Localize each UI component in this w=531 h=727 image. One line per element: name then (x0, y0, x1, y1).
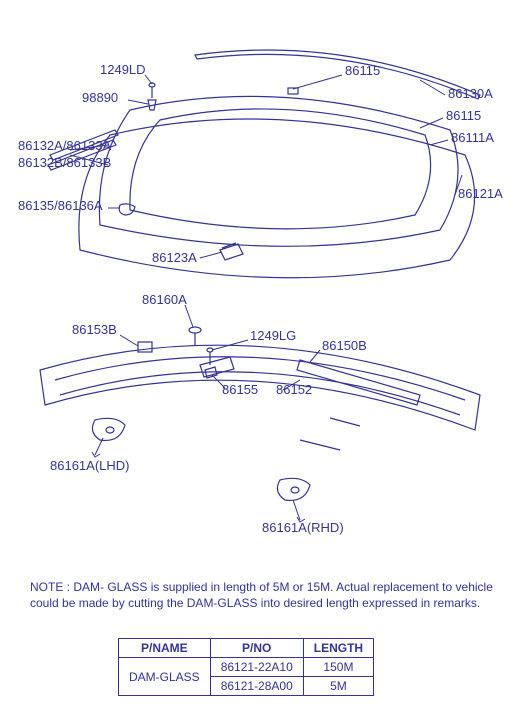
td-length: 150M (303, 658, 373, 677)
part-86160a (189, 327, 201, 333)
label-86130a: 86130A (448, 86, 493, 101)
td-pno: 86121-28A00 (210, 677, 303, 696)
part-86135 (119, 204, 135, 215)
parts-table: P/NAME P/NO LENGTH DAM-GLASS 86121-22A10… (118, 638, 374, 696)
label-86153b: 86153B (72, 322, 117, 337)
part-86153b (138, 342, 152, 352)
label-86155: 86155 (222, 382, 258, 397)
label-86111a: 86111A (451, 130, 494, 145)
table-header-row: P/NAME P/NO LENGTH (119, 639, 374, 658)
label-86135: 86135/86136A (18, 198, 103, 213)
part-86123a (220, 243, 243, 260)
label-86152: 86152 (276, 382, 312, 397)
label-86150b: 86150B (322, 338, 367, 353)
label-98890: 98890 (82, 90, 118, 105)
label-86115b: 86115 (446, 108, 481, 123)
part-1249ld (149, 83, 155, 98)
part-86130a (195, 50, 480, 99)
label-86160a: 86160A (142, 292, 187, 307)
label-1249lg: 1249LG (250, 328, 296, 343)
label-86123a: 86123A (152, 250, 197, 265)
part-86161a-lhd (92, 418, 125, 440)
note-prefix: NOTE : (30, 580, 73, 594)
label-1249ld: 1249LD (100, 62, 146, 77)
td-pno: 86121-22A10 (210, 658, 303, 677)
label-86121a: 86121A (458, 186, 503, 201)
th-pname: P/NAME (119, 639, 211, 658)
label-86132a: 86132A/86133A (18, 138, 111, 153)
part-86111a (99, 88, 458, 246)
part-86161a-rhd (277, 478, 310, 500)
label-86161a-rhd: 86161A(RHD) (262, 520, 344, 535)
windshield-diagram (0, 0, 531, 560)
th-pno: P/NO (210, 639, 303, 658)
table-row: DAM-GLASS 86121-22A10 150M (119, 658, 374, 677)
note-text: NOTE : DAM- GLASS is supplied in length … (30, 580, 510, 611)
td-length: 5M (303, 677, 373, 696)
part-86121a (79, 119, 475, 278)
th-length: LENGTH (303, 639, 373, 658)
label-86161a-lhd: 86161A(LHD) (50, 458, 130, 473)
label-86132b: 86132B/86133B (18, 155, 111, 170)
note-body: DAM- GLASS is supplied in length of 5M o… (30, 580, 493, 610)
leader-lines (70, 75, 462, 522)
td-name: DAM-GLASS (119, 658, 211, 696)
part-cowl (40, 345, 480, 450)
label-86115a: 86115 (345, 63, 380, 78)
